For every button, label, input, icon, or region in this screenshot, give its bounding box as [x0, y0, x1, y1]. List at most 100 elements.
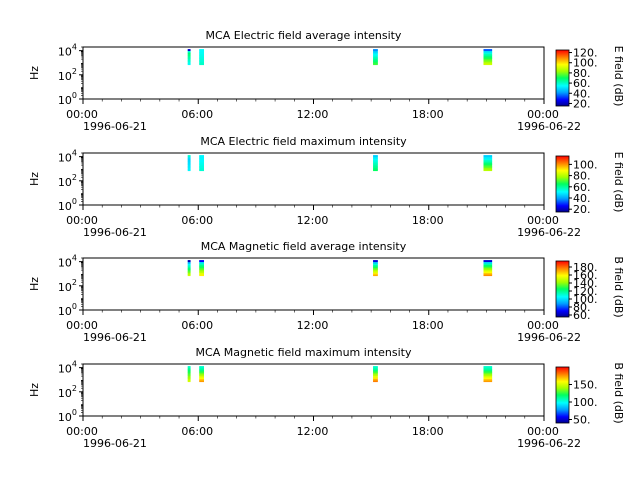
spectrogram-burst [187, 155, 191, 172]
spectrogram-cell [199, 375, 205, 378]
spectrogram-cell [483, 369, 493, 372]
spectrogram-cell [373, 367, 378, 370]
spectrogram-cell [483, 274, 493, 277]
spectrogram-cell [483, 52, 493, 55]
spectrogram-cell [199, 264, 205, 267]
spectrogram-cell [187, 164, 191, 167]
spectrogram-cell [187, 61, 191, 64]
spectrogram-cell [187, 375, 191, 378]
x-tick-label: 06:00 [181, 108, 213, 121]
y-tick-label: 100 [58, 91, 77, 107]
spectrogram-cell [199, 370, 205, 373]
spectrogram-cell [373, 261, 378, 264]
spectrogram-cell [373, 372, 378, 375]
spectrogram-burst [373, 260, 378, 277]
spectrogram-burst [199, 155, 205, 172]
x-tick-label: 06:00 [181, 319, 213, 332]
colorbar-tick-label: 40. [573, 87, 591, 100]
spectrogram-cell [373, 369, 378, 372]
colorbar-tick-label: 160. [573, 269, 598, 282]
colorbar-tick-label: 20. [573, 97, 591, 110]
x-tick-label: 00:00 [66, 319, 98, 332]
spectrogram-cell [373, 263, 378, 266]
spectrogram-cell [483, 162, 493, 165]
x-end-date: 1996-06-22 [517, 120, 581, 133]
spectrogram-cell [199, 269, 205, 272]
x-start-date: 1996-06-21 [83, 331, 147, 344]
spectrogram-burst [187, 49, 191, 66]
spectrogram-burst [187, 366, 191, 383]
spectrogram-cell [187, 56, 191, 59]
spectrogram-burst [483, 155, 493, 172]
spectrogram-cell [373, 378, 378, 381]
spectrogram-cell [373, 272, 378, 275]
y-tick-label: 104 [58, 149, 77, 165]
spectrogram-cell [373, 373, 378, 376]
spectrogram-cell [483, 155, 493, 158]
y-tick-label: 104 [58, 360, 77, 376]
spectrogram-cell [187, 169, 191, 172]
x-end-date: 1996-06-22 [517, 331, 581, 344]
spectrogram-cell [373, 61, 378, 64]
spectrogram-cell [187, 267, 191, 270]
x-tick-label: 12:00 [297, 214, 329, 227]
colorbar-label: B field (dB) [612, 256, 625, 317]
spectrogram-cell [373, 266, 378, 269]
spectrogram-cell [483, 63, 493, 66]
colorbar-tick-label: 20. [573, 203, 591, 216]
panel-title: MCA Magnetic field average intensity [201, 240, 407, 253]
spectrogram-cell [199, 52, 205, 55]
axes-frame [82, 363, 545, 417]
y-tick-label: 100 [58, 197, 77, 213]
spectrogram-cell [373, 380, 378, 383]
spectrogram-cell [199, 272, 205, 275]
y-axis-label: Hz [28, 383, 41, 397]
x-tick-label: 00:00 [66, 425, 98, 438]
y-axis-label: Hz [28, 172, 41, 186]
spectrogram-cell [199, 367, 205, 370]
x-tick-label: 00:00 [66, 108, 98, 121]
spectrogram-cell [483, 53, 493, 56]
spectrogram-cell [373, 169, 378, 172]
colorbar-gradient [555, 260, 570, 318]
spectrogram-burst [483, 366, 493, 383]
spectrogram-cell [483, 272, 493, 275]
spectrogram-cell [187, 264, 191, 267]
spectrogram-cell [483, 161, 493, 164]
spectrogram-cell [373, 55, 378, 58]
spectrogram-cell [373, 267, 378, 270]
colorbar-tick-label: 180. [573, 261, 598, 274]
spectrogram-cell [483, 267, 493, 270]
spectrogram-cell [373, 63, 378, 66]
spectrogram-cell [187, 367, 191, 370]
spectrogram-cell [199, 166, 205, 168]
y-tick-label: 100 [58, 408, 77, 424]
spectrogram-cell [483, 378, 493, 381]
spectrogram-cell [187, 52, 191, 55]
spectrogram-cell [373, 56, 378, 59]
x-tick-label: 12:00 [297, 425, 329, 438]
spectrogram-cell [483, 375, 493, 378]
colorbar-gradient [555, 366, 570, 424]
spectrogram-cell [187, 155, 191, 158]
spectrogram-burst [199, 366, 205, 383]
spectrogram-cell [187, 373, 191, 376]
spectrogram-cell [187, 55, 191, 58]
spectrogram-cell [483, 164, 493, 167]
spectrogram-burst [483, 260, 493, 277]
spectrogram-cell [373, 162, 378, 165]
colorbar-tick-label: 100. [573, 396, 598, 409]
spectrogram-cell [373, 52, 378, 55]
spectrogram-burst [373, 366, 378, 383]
spectrogram-cell [199, 167, 205, 170]
y-tick-label: 104 [58, 254, 77, 270]
spectrogram-cell [483, 49, 493, 52]
spectrogram-cell [199, 263, 205, 266]
y-tick-label: 100 [58, 302, 77, 318]
spectrogram-cell [373, 161, 378, 164]
y-tick-label: 102 [58, 173, 77, 189]
spectrogram-cell [187, 377, 191, 379]
spectrogram-cell [199, 56, 205, 59]
x-tick-label: 00:00 [527, 214, 559, 227]
spectrogram-cell [199, 58, 205, 61]
